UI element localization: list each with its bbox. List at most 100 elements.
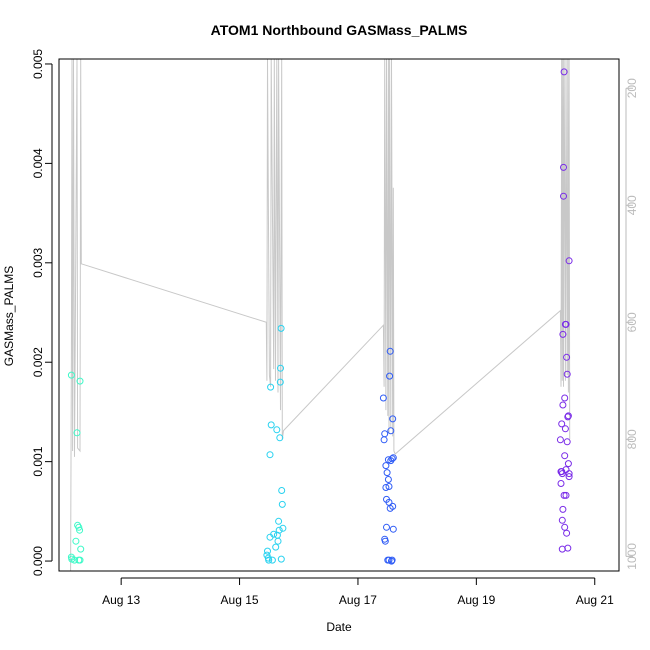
y-tick-label: 0.004 [31,148,45,178]
data-point [273,426,281,434]
y-axis: 0.000 0.001 0.002 0.003 0.004 0.005 [31,49,53,576]
y2-tick-label: 400 [625,195,639,215]
data-point [557,480,565,487]
data-point [277,324,285,332]
data-point [75,556,83,564]
y-tick-label: 0.001 [31,446,45,476]
data-point [564,460,572,468]
data-point [381,430,389,438]
data-point [388,556,396,564]
data-point [560,491,568,499]
data-point [75,523,83,531]
data-point [72,537,80,545]
data-point [76,377,84,385]
data-point [556,436,564,444]
data-point [274,537,282,545]
data-point [379,394,387,402]
y2-tick-label: 600 [625,312,639,332]
data-point [562,491,570,499]
x-tick-label: Aug 17 [339,593,377,607]
data-point [561,523,569,531]
data-point [563,438,571,446]
data-point [76,526,84,534]
data-point [560,163,567,171]
data-point [387,427,395,435]
pressure-trace-layer [70,59,571,571]
data-point [564,544,572,552]
data-point [77,545,85,553]
data-point [389,525,397,533]
data-point [558,516,566,524]
data-point [565,470,573,478]
data-point [385,483,393,490]
data-point [381,537,389,545]
data-point [389,454,397,462]
data-point [562,320,570,328]
data-point [384,476,392,483]
y2-tick-label: 200 [625,78,639,98]
y-tick-label: 0.000 [31,546,45,576]
y2-axis: 200 400 600 800 1000 [625,78,639,570]
data-point [73,429,81,437]
data-point [561,452,569,460]
data-point [389,415,397,423]
y-axis-label: GASMass_PALMS [2,266,16,366]
data-point [382,484,390,491]
data-point [382,462,390,470]
pressure-trace-line [70,59,571,571]
y-tick-label: 0.005 [31,49,45,79]
data-point [380,436,388,444]
data-point [564,412,572,420]
data-point [383,523,390,531]
data-point [565,473,573,481]
x-tick-label: Aug 21 [576,593,614,607]
data-points-layer [67,68,573,565]
data-point [275,526,283,534]
data-point [278,487,286,494]
data-point [267,383,275,391]
y2-tick-label: 800 [625,429,639,449]
data-point [270,530,278,538]
data-point [561,394,569,402]
data-point [560,192,567,200]
data-point [267,421,275,429]
data-point [268,556,276,564]
data-point [558,545,566,553]
data-point [389,502,397,510]
data-point [385,556,393,564]
data-point [277,555,285,563]
data-point [563,353,571,361]
data-point [561,425,569,433]
plot-frame [58,58,620,572]
data-point [279,524,287,532]
data-point [265,556,273,564]
x-tick-label: Aug 13 [102,593,140,607]
data-point [278,500,286,508]
data-point [266,451,274,459]
data-point [559,401,567,409]
data-point [559,505,567,513]
data-point [558,420,566,428]
y2-tick-label: 1000 [625,543,639,570]
data-point [563,370,571,378]
data-point [386,347,394,355]
y-tick-label: 0.002 [31,347,45,377]
data-point [275,517,283,525]
data-point [560,68,568,76]
chart-title: ATOM1 Northbound GASMass_PALMS [211,22,468,38]
data-point [565,257,573,265]
data-point [383,469,391,477]
data-point [67,371,75,379]
data-point [276,378,284,386]
data-point [559,330,567,338]
y-tick-label: 0.003 [31,247,45,277]
data-point [272,543,280,551]
data-point [386,372,394,380]
data-point [388,455,396,463]
data-point [558,470,566,478]
x-tick-label: Aug 19 [457,593,495,607]
x-axis: Aug 13 Aug 15 Aug 17 Aug 19 Aug 21 [102,577,614,607]
data-point [276,434,284,442]
data-point [264,547,271,555]
